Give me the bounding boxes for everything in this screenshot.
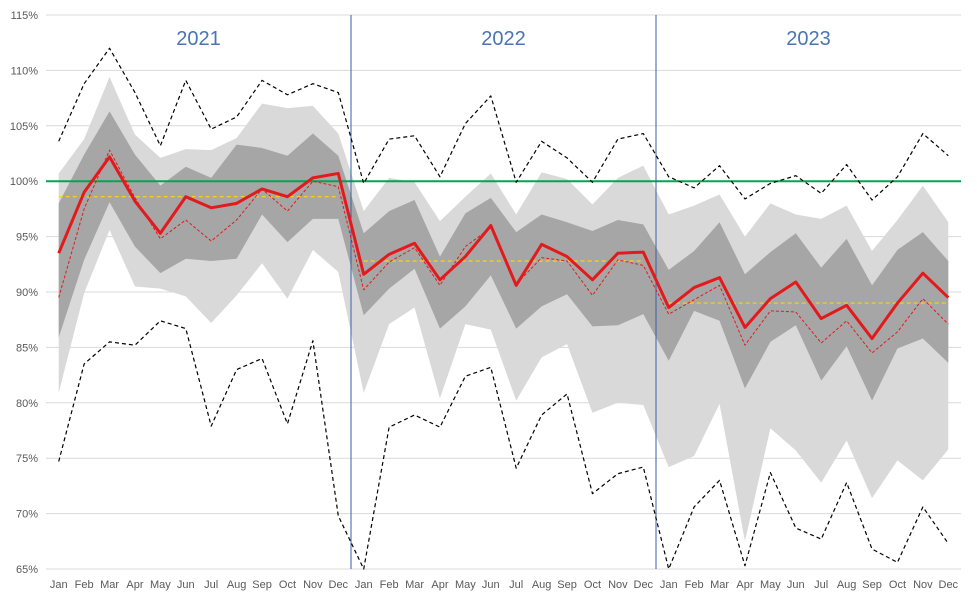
- x-tick-label: Jun: [787, 579, 805, 591]
- x-tick-label: Sep: [557, 579, 577, 591]
- x-tick-label: Aug: [837, 579, 857, 591]
- y-axis-ticks: 65% 70% 75% 80% 85% 90% 95% 100% 105% 110% 115%: [10, 10, 38, 576]
- year-dividers: [350, 15, 657, 569]
- x-tick-label: Dec: [939, 579, 959, 591]
- x-tick-label: Oct: [584, 579, 601, 591]
- x-tick-label: Jan: [660, 579, 678, 591]
- x-tick-label: Oct: [889, 579, 906, 591]
- y-tick-label: 85%: [16, 342, 38, 354]
- x-tick-label: Feb: [75, 579, 94, 591]
- x-tick-label: Mar: [100, 579, 119, 591]
- x-tick-label: Jul: [509, 579, 523, 591]
- x-tick-label: Apr: [736, 579, 753, 591]
- year-label-2021: 2021: [176, 28, 221, 50]
- x-tick-label: Mar: [405, 579, 424, 591]
- y-tick-label: 65%: [16, 564, 38, 576]
- x-tick-label: Jul: [814, 579, 828, 591]
- x-tick-label: Aug: [227, 579, 247, 591]
- x-tick-label: Jan: [355, 579, 373, 591]
- x-tick-label: Oct: [279, 579, 296, 591]
- x-tick-label: Feb: [685, 579, 704, 591]
- x-tick-label: Mar: [710, 579, 729, 591]
- x-tick-label: Nov: [303, 579, 323, 591]
- x-tick-label: Apr: [126, 579, 143, 591]
- year-label-2022: 2022: [481, 28, 526, 50]
- y-tick-label: 100%: [10, 176, 38, 188]
- x-tick-label: Jan: [50, 579, 68, 591]
- x-tick-label: May: [150, 579, 171, 591]
- y-tick-label: 105%: [10, 121, 38, 133]
- y-tick-label: 70%: [16, 509, 38, 521]
- y-tick-label: 75%: [16, 453, 38, 465]
- y-tick-label: 110%: [11, 65, 39, 77]
- year-label-2023: 2023: [786, 28, 831, 50]
- x-tick-label: Dec: [634, 579, 654, 591]
- x-tick-label: Feb: [380, 579, 399, 591]
- x-tick-label: Sep: [862, 579, 882, 591]
- x-tick-label: May: [760, 579, 781, 591]
- x-tick-label: Apr: [431, 579, 448, 591]
- min-line: [58, 320, 949, 570]
- x-tick-label: Jul: [204, 579, 218, 591]
- max-line: [58, 47, 949, 201]
- x-tick-label: Nov: [913, 579, 933, 591]
- y-tick-label: 115%: [11, 10, 39, 22]
- x-tick-label: May: [455, 579, 476, 591]
- x-tick-label: Jun: [482, 579, 500, 591]
- x-tick-label: Jun: [177, 579, 195, 591]
- year-labels: 2021 2022 2023: [176, 28, 831, 50]
- series-lines: [57, 47, 950, 570]
- x-tick-label: Aug: [532, 579, 552, 591]
- x-tick-label: Dec: [329, 579, 349, 591]
- x-tick-label: Sep: [252, 579, 272, 591]
- x-tick-label: Nov: [608, 579, 628, 591]
- y-tick-label: 80%: [16, 398, 38, 410]
- main-line: [57, 155, 950, 341]
- y-tick-label: 95%: [16, 232, 38, 244]
- y-tick-label: 90%: [16, 287, 38, 299]
- x-axis-ticks: Jan Feb Mar Apr May Jun Jul Aug Sep Oct Nov Dec Jan F…: [50, 579, 959, 591]
